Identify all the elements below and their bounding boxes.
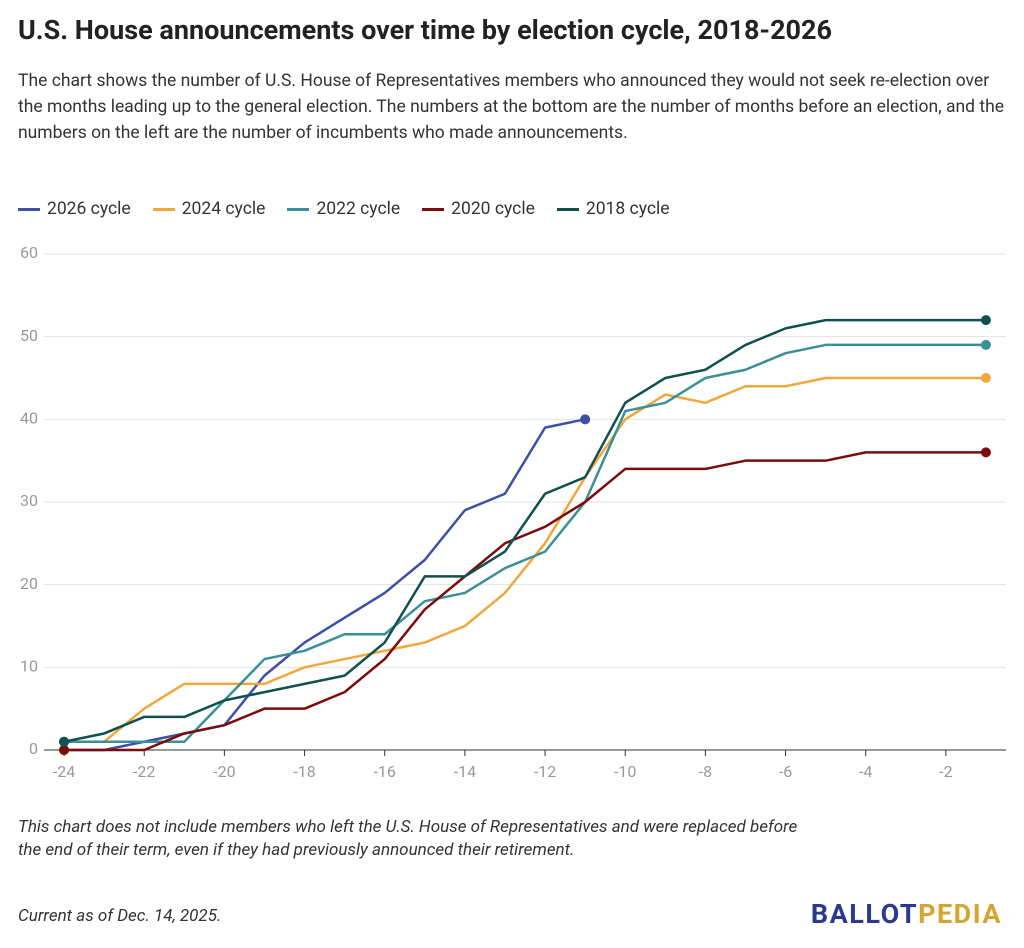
y-tick-label: 20 [20, 574, 38, 593]
x-tick-label: -16 [374, 762, 396, 781]
x-tick-label: -22 [133, 762, 155, 781]
x-tick-label: -12 [534, 762, 556, 781]
series-line [64, 451, 986, 752]
x-tick-label: -10 [614, 762, 636, 781]
end-point [580, 414, 591, 425]
x-tick-label: -8 [699, 762, 712, 781]
series-line [63, 318, 986, 743]
legend-item: 2020 cycle [422, 199, 535, 219]
end-point [59, 736, 70, 747]
y-tick-label: 0 [29, 739, 38, 758]
end-point [980, 315, 991, 326]
end-point [980, 373, 991, 383]
legend-label: 2026 cycle [47, 199, 131, 219]
legend-swatch [422, 207, 445, 211]
logo: BALLOTPEDIA [811, 898, 1002, 930]
x-tick-label: -18 [293, 762, 315, 781]
legend-swatch [556, 207, 579, 211]
legend-item: 2018 cycle [556, 199, 670, 219]
x-tick-label: -2 [939, 762, 952, 781]
chart-subtitle: The chart shows the number of U.S. House… [18, 71, 1005, 143]
end-point [59, 745, 70, 755]
x-tick-label: -24 [53, 762, 75, 781]
y-tick-label: 10 [20, 657, 38, 676]
series-line [64, 343, 986, 743]
legend-label: 2022 cycle [316, 199, 401, 219]
legend-swatch [18, 207, 40, 211]
y-tick-label: 50 [20, 326, 38, 345]
end-point [980, 447, 991, 458]
y-tick-label: 60 [20, 243, 38, 262]
legend: 2026 cycle 2024 cycle 2022 cycle 2020 cycle… [18, 199, 670, 219]
legend-item: 2022 cycle [287, 199, 400, 219]
x-tick-label: -6 [779, 762, 792, 781]
end-point [980, 339, 991, 350]
y-tick-label: 40 [20, 409, 38, 428]
logo-part: BALLOT [810, 898, 919, 930]
legend-item: 2024 cycle [152, 199, 266, 219]
legend-label: 2024 cycle [181, 199, 266, 219]
legend-label: 2020 cycle [451, 199, 535, 219]
legend-label: 2018 cycle [585, 199, 670, 219]
legend-item: 2026 cycle [18, 199, 131, 219]
logo-part: PEDIA [918, 898, 1002, 930]
date-note: Current as of Dec. 14, 2025. [18, 906, 222, 926]
footnote: This chart does not include members who … [18, 817, 798, 860]
chart: 0 10 20 30 40 50 60 -24 -22 -20 -18 -16 -14 -12 -10 -8 -… [20, 243, 1006, 781]
y-tick-label: 30 [20, 491, 38, 510]
chart-title: U.S. House announcements over time by el… [18, 14, 833, 46]
series-line [64, 418, 586, 752]
legend-swatch [152, 207, 175, 211]
series-line [64, 376, 986, 743]
x-tick-label: -14 [454, 762, 476, 781]
legend-swatch [287, 207, 310, 211]
x-tick-label: -20 [213, 762, 235, 781]
x-tick-label: -4 [859, 762, 872, 781]
